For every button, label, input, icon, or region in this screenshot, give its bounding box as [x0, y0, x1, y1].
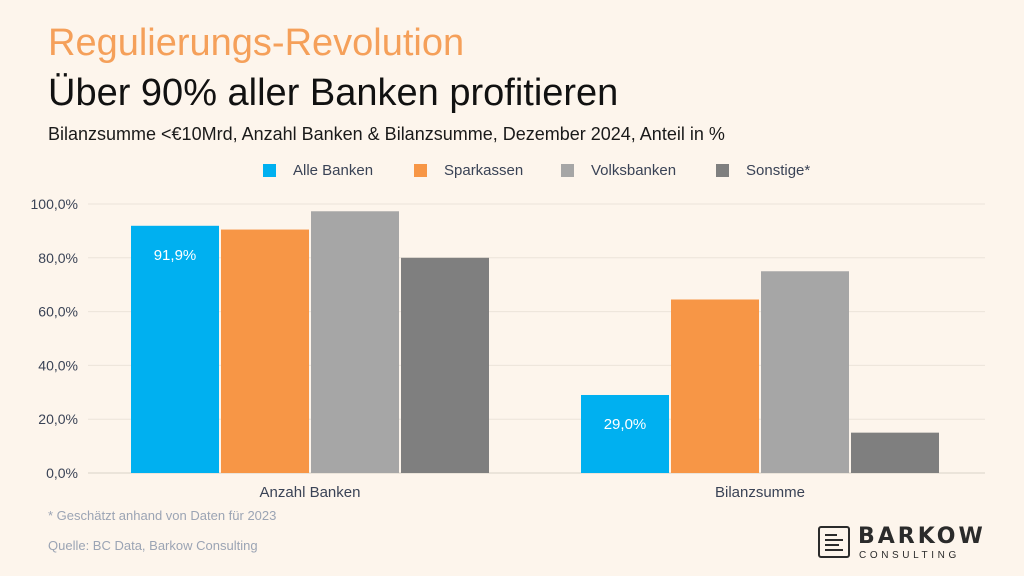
x-tick-label: Anzahl Banken — [260, 484, 361, 501]
data-label: 91,9% — [154, 247, 197, 264]
logo-name: BARKOW — [858, 524, 986, 549]
y-tick-label: 60,0% — [38, 304, 78, 320]
legend-swatch — [263, 164, 276, 177]
bar — [221, 229, 309, 473]
company-logo: BARKOW CONSULTING — [818, 524, 998, 566]
legend-label: Alle Banken — [293, 162, 374, 179]
bar — [311, 211, 399, 473]
bar — [671, 299, 759, 473]
source-note: Quelle: BC Data, Barkow Consulting — [48, 538, 258, 553]
y-tick-label: 20,0% — [38, 411, 78, 427]
legend-swatch — [414, 164, 427, 177]
legend-item: Sparkassen — [414, 162, 523, 179]
legend-label: Volksbanken — [591, 162, 677, 179]
legend-swatch — [716, 164, 729, 177]
bar — [761, 271, 849, 473]
legend-item: Alle Banken — [263, 162, 373, 179]
bar — [131, 225, 219, 473]
y-tick-label: 0,0% — [46, 465, 78, 481]
legend-swatch — [561, 164, 574, 177]
headline: Regulierungs-Revolution — [48, 22, 465, 64]
legend-label: Sonstige* — [746, 162, 811, 179]
x-tick-label: Bilanzsumme — [715, 484, 805, 501]
y-tick-label: 40,0% — [38, 357, 78, 373]
y-tick-label: 80,0% — [38, 250, 78, 266]
bar — [581, 394, 669, 473]
footnote: * Geschätzt anhand von Daten für 2023 — [48, 508, 277, 523]
chart-legend: Alle Banken Sparkassen Volksbanken Sonstige… — [0, 162, 1024, 184]
y-tick-label: 100,0% — [31, 196, 78, 212]
bar — [851, 432, 939, 473]
legend-label: Sparkassen — [444, 162, 524, 179]
chart-subtitle: Bilanzsumme <€10Mrd, Anzahl Banken & Bil… — [48, 124, 725, 144]
legend-item: Volksbanken — [561, 162, 676, 179]
chart-title: Über 90% aller Banken profitieren — [48, 72, 619, 114]
logo-mark-icon — [818, 526, 850, 558]
data-label: 29,0% — [604, 416, 647, 433]
logo-subtitle: CONSULTING — [859, 550, 960, 561]
legend-item: Sonstige* — [716, 162, 810, 179]
bar — [401, 257, 489, 473]
